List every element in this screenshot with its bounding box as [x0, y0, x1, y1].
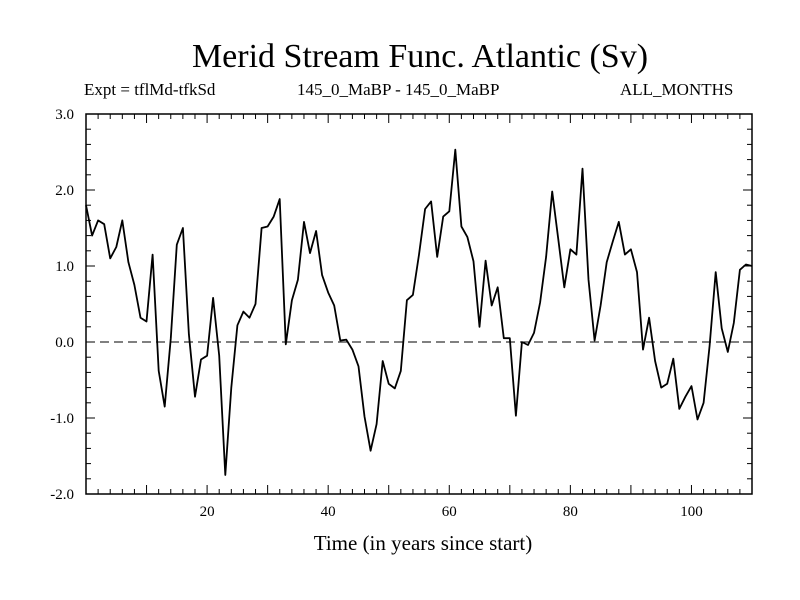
- plot-frame: [85, 113, 753, 495]
- y-tick-label: 2.0: [55, 183, 74, 199]
- x-tick-label: 20: [200, 504, 215, 520]
- x-tick-label: 100: [680, 504, 703, 520]
- y-tick-label: -2.0: [50, 487, 74, 503]
- experiment-label: Expt = tflMd-tfkSd: [84, 80, 216, 99]
- x-tick-label: 40: [321, 504, 336, 520]
- period-label: 145_0_MaBP - 145_0_MaBP: [297, 80, 500, 99]
- y-tick-label: -1.0: [50, 411, 74, 427]
- x-axis-title: Time (in years since start): [314, 531, 533, 555]
- months-label: ALL_MONTHS: [620, 80, 734, 99]
- chart-title: Merid Stream Func. Atlantic (Sv): [191, 38, 649, 75]
- y-tick-label: 3.0: [55, 107, 74, 123]
- y-tick-label: 0.0: [55, 335, 74, 351]
- y-tick-label: 1.0: [55, 259, 74, 275]
- x-tick-label: 60: [442, 504, 457, 520]
- x-tick-label: 80: [563, 504, 578, 520]
- series-line: [85, 148, 753, 476]
